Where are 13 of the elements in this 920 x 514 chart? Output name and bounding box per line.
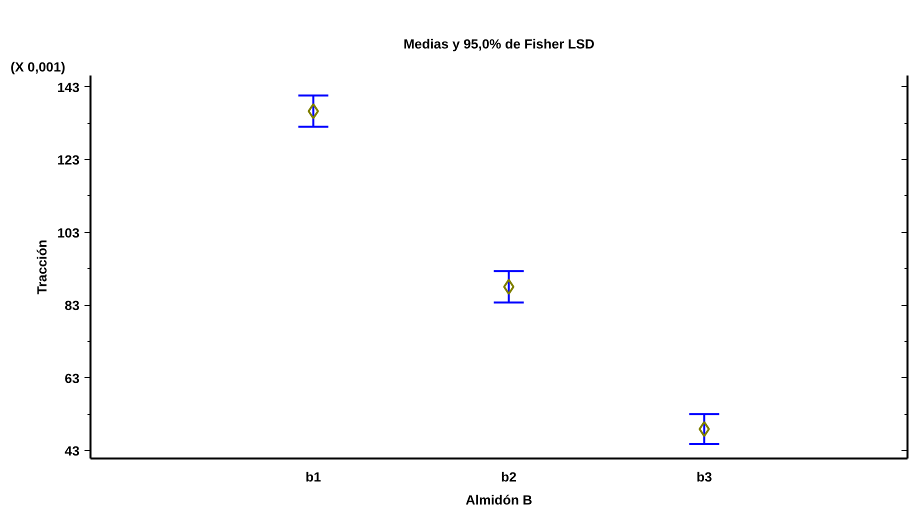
y-tick-label: 103	[57, 225, 80, 240]
chart-title: Medias y 95,0% de Fisher LSD	[403, 36, 595, 52]
y-tick-label: 123	[57, 152, 80, 168]
x-tick-label: b2	[500, 470, 517, 484]
x-axis-title: Almidón B	[466, 492, 533, 508]
y-tick-label: 63	[64, 370, 80, 386]
y-axis-title: Tracción	[34, 240, 50, 294]
x-tick-label: b1	[306, 470, 322, 484]
y-tick-label: 43	[64, 444, 80, 458]
x-tick-label: b3	[696, 470, 712, 484]
y-tick-label: 83	[64, 298, 80, 314]
y-tick-label: 143	[57, 80, 80, 95]
text: (X 0,001)	[10, 60, 66, 74]
